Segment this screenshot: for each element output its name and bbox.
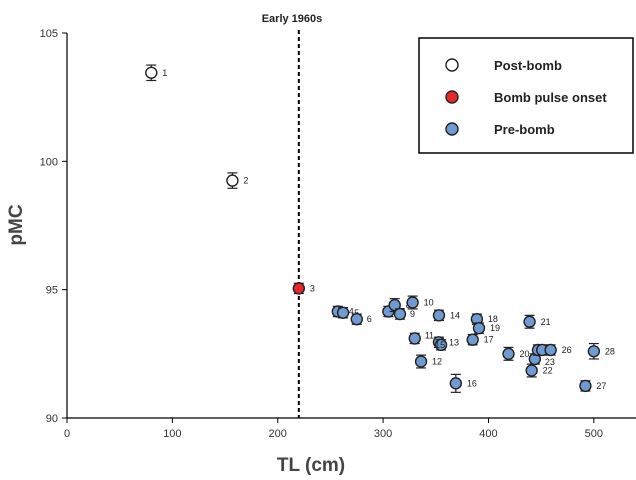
data-point: [388, 298, 401, 312]
x-tick-label: 500: [585, 428, 603, 440]
data-point: [292, 282, 306, 295]
y-axis-title: pMC: [6, 204, 27, 245]
data-point: [449, 377, 463, 390]
data-point: [587, 345, 601, 358]
x-tick-label: 300: [374, 428, 392, 440]
point-label: 28: [605, 346, 615, 356]
legend-label: Post-bomb: [494, 58, 562, 73]
data-point: [523, 315, 536, 328]
point-label: 5: [354, 308, 359, 318]
data-point: [350, 312, 363, 326]
data-point: [408, 332, 421, 345]
point-label: 3: [310, 283, 315, 293]
legend: Post-bomb Bomb pulse onset Pre-bomb: [418, 37, 634, 154]
legend-marker: [445, 122, 459, 136]
x-tick-label: 100: [163, 428, 181, 440]
point-label: 14: [450, 310, 460, 320]
data-point: [502, 347, 515, 361]
point-label: 9: [410, 309, 415, 319]
y-tick-label: 105: [40, 28, 58, 40]
point-label: 21: [541, 317, 551, 327]
annotation-label: Early 1960s: [262, 13, 323, 25]
legend-items: Post-bomb Bomb pulse onset Pre-bomb: [445, 58, 607, 137]
point-label: 19: [490, 323, 500, 333]
data-point: [336, 306, 350, 319]
point-label: 16: [467, 378, 477, 388]
point-label: 26: [562, 345, 572, 355]
y-tick-label: 100: [40, 156, 58, 168]
data-point: [145, 66, 158, 79]
data-point: [393, 307, 407, 321]
data-point: [579, 379, 592, 393]
legend-marker: [445, 90, 459, 104]
legend-label: Pre-bomb: [494, 122, 555, 137]
point-label: 12: [432, 357, 442, 367]
y-tick-label: 90: [46, 413, 58, 425]
point-label: 15: [435, 340, 445, 350]
point-label: 18: [488, 314, 498, 324]
data-point: [406, 296, 419, 309]
legend-marker: [445, 58, 459, 72]
x-tick-label: 0: [64, 428, 70, 440]
point-label: 11: [425, 330, 434, 340]
point-label: 20: [520, 349, 530, 359]
point-label: 2: [243, 176, 248, 186]
data-point: [414, 355, 428, 368]
point-label: 23: [545, 357, 555, 367]
data-point: [432, 309, 446, 322]
data-point: [226, 174, 239, 187]
point-label: 10: [424, 298, 434, 308]
data-point: [544, 343, 557, 357]
point-label: 17: [484, 335, 494, 345]
plot-area: 0100200300400500909510010512345678910111…: [40, 28, 636, 440]
legend-label: Bomb pulse onset: [494, 90, 607, 105]
x-axis-title: TL (cm): [277, 455, 345, 476]
data-point: [466, 333, 479, 346]
y-tick-label: 95: [46, 285, 58, 297]
data-point: [472, 321, 486, 335]
data-point: [434, 338, 448, 352]
point-label: 4: [349, 306, 354, 316]
data-point: [525, 364, 538, 377]
point-label: 6: [367, 314, 372, 324]
point-label: 13: [449, 337, 459, 347]
point-label: 1: [162, 68, 167, 78]
x-tick-label: 200: [269, 428, 287, 440]
point-label: 22: [543, 366, 553, 376]
x-tick-label: 400: [479, 428, 497, 440]
point-label: 27: [596, 381, 606, 391]
